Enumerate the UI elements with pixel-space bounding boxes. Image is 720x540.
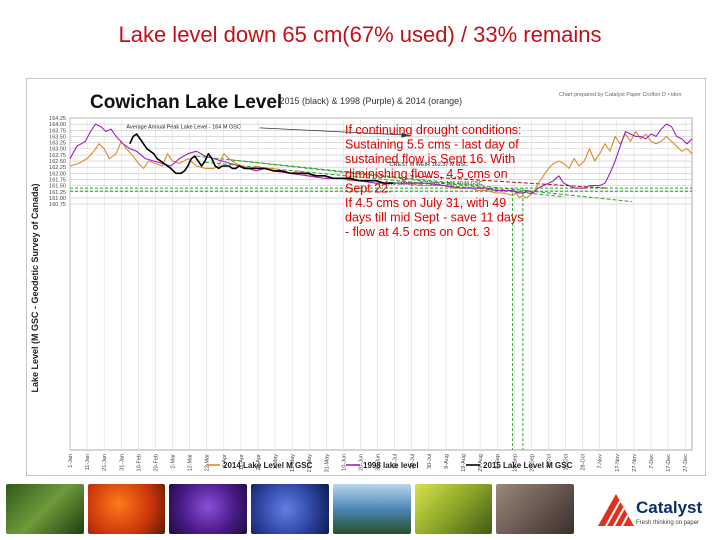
x-tick-label: 28-Oct	[581, 454, 587, 471]
flower-photo	[251, 484, 329, 534]
x-tick-label: 9-Aug	[444, 454, 450, 469]
y-tick-label: 164.00	[49, 122, 66, 128]
x-tick-label: 28-Sep	[529, 454, 535, 472]
x-tick-label: 30-Jun	[376, 454, 382, 471]
slide-title: Lake level down 65 cm(67% used) / 33% re…	[118, 22, 602, 47]
annotation-line: Sept 22.	[345, 181, 392, 195]
chart-subtitle: - 2015 (black) & 1998 (Purple) & 2014 (o…	[274, 96, 462, 106]
landscape-photo	[332, 484, 411, 534]
x-tick-label: 1-Apr	[222, 454, 228, 468]
x-tick-label: 1-May	[273, 454, 279, 470]
x-tick-label: 8-Oct	[546, 454, 552, 468]
x-tick-label: 31-May	[324, 454, 330, 473]
annotation-line: sustained flow is Sept 16. With	[345, 152, 515, 166]
series-1998-line	[69, 123, 693, 194]
x-tick-label: 22-Mar	[205, 454, 211, 472]
y-tick-label: 163.75	[49, 128, 66, 134]
y-axis-label: Lake Level (M GSC - Geodetic Survey of C…	[30, 183, 40, 392]
drought-annotation: If continuing drought conditions:Sustain…	[345, 123, 523, 239]
x-tick-label: 20-Jul	[410, 454, 416, 469]
y-tick-label: 161.75	[49, 177, 66, 183]
x-tick-label: 19-Aug	[461, 454, 467, 472]
y-tick-label: 163.50	[49, 134, 66, 140]
x-tick-label: 7-Nov	[598, 454, 604, 469]
flower-photo	[87, 484, 166, 534]
x-tick-label: 10-Jun	[341, 454, 347, 471]
annotation-line: - flow at 4.5 cms on Oct. 3	[345, 225, 490, 239]
x-tick-label: 18-Oct	[564, 454, 570, 471]
y-tick-label: 163.25	[49, 141, 66, 147]
x-tick-label: 17-Nov	[615, 454, 621, 472]
legend-label: 1998 lake level	[363, 461, 419, 470]
x-tick-label: 2-Mar	[171, 454, 177, 469]
catalyst-logo-icon	[598, 494, 634, 527]
series-lines	[69, 123, 693, 199]
x-tick-label: 17-Dec	[666, 454, 672, 472]
x-tick-label: 27-Dec	[683, 454, 689, 472]
y-tick-label: 162.25	[49, 165, 66, 171]
weir-label: CREST of WEIR 162.37 M GSC	[390, 162, 468, 168]
annotation-line: Sustaining 5.5 cms - last day of	[345, 138, 519, 152]
y-tick-label: 161.25	[49, 190, 66, 196]
x-tick-label: 10-Feb	[136, 454, 142, 471]
catalyst-logo: Catalyst Fresh thinking on paper	[592, 484, 712, 536]
legend-label: 2014 Lake Level M GSC	[223, 461, 313, 470]
series-2014-line	[69, 130, 693, 199]
y-tick-label: 160.75	[49, 202, 66, 208]
chart-credit: Chart prepared by Catalyst Paper Crofton…	[559, 92, 681, 98]
x-tick-label: 11-May	[290, 454, 296, 472]
legend: 2014 Lake Level M GSC 1998 lake level 2015…	[206, 461, 573, 470]
catalyst-logo-tagline: Fresh thinking on paper	[636, 520, 700, 526]
legend-label: 2015 Lake Level M GSC	[483, 461, 573, 470]
trend-line	[196, 155, 534, 194]
y-tick-label: 161.50	[49, 184, 66, 190]
plant-photo	[6, 484, 84, 534]
x-ticks: 1-Jan 11-Jan 21-Jan 31-Jan 10-Feb 20-Feb 2-Mar…	[68, 454, 689, 473]
grid	[69, 117, 693, 451]
x-tick-label: 21-May	[307, 454, 313, 473]
annotation-line: If continuing drought conditions:	[345, 123, 522, 137]
y-tick-label: 162.50	[49, 159, 66, 165]
x-tick-label: 21-Jan	[102, 454, 108, 471]
x-tick-label: 27-Nov	[632, 454, 638, 472]
flower-photo	[169, 484, 248, 534]
peak-arrowhead	[401, 132, 411, 138]
lake-level-chart: Cowichan Lake Level - 2015 (black) & 199…	[26, 78, 706, 476]
x-tick-label: 7-Dec	[649, 454, 655, 469]
peak-arrow	[259, 127, 411, 136]
trend-line	[410, 175, 607, 189]
trend-line	[230, 159, 633, 203]
x-tick-label: 10-Jul	[393, 454, 399, 469]
photo-strip	[6, 484, 575, 534]
chart-title: Cowichan Lake Level	[90, 92, 282, 113]
x-tick-label: 29-Aug	[478, 454, 484, 472]
x-tick-label: 30-Jul	[427, 454, 433, 469]
y-tick-label: 162.00	[49, 171, 66, 177]
annotation-line: diminishing flows, 4.5 cms on	[345, 167, 508, 181]
leaves-photo	[496, 484, 575, 534]
plant-photo	[414, 484, 493, 534]
x-tick-label: 18-Sep	[512, 454, 518, 472]
annotation-line: If 4.5 cms on July 31, with 49	[345, 196, 506, 210]
x-tick-label: 11-Apr	[239, 454, 245, 470]
x-tick-label: 11-Jan	[85, 454, 91, 470]
catalyst-logo-wordmark: Catalyst	[636, 498, 703, 517]
series-2015-line	[129, 133, 393, 184]
y-tick-label: 162.75	[49, 153, 66, 159]
x-tick-label: 1-Jan	[68, 454, 74, 468]
y-ticks: 164.25164.00163.75163.50163.25163.00162.…	[49, 116, 66, 208]
peak-label: Average Annual Peak Lake Level - 164 M G…	[126, 125, 241, 131]
y-tick-label: 161.00	[49, 196, 66, 202]
x-tick-label: 20-Feb	[153, 454, 159, 471]
x-tick-label: 20-Jun	[358, 454, 364, 471]
x-tick-label: 8-Sep	[495, 454, 501, 469]
y-tick-label: 164.25	[49, 116, 66, 122]
annotation-line: days till mid Sept - save 11 days	[345, 211, 523, 225]
x-tick-label: 12-Mar	[188, 454, 194, 472]
x-tick-label: 21-Apr	[256, 454, 262, 471]
y-tick-label: 163.00	[49, 147, 66, 153]
x-tick-label: 31-Jan	[119, 454, 125, 471]
